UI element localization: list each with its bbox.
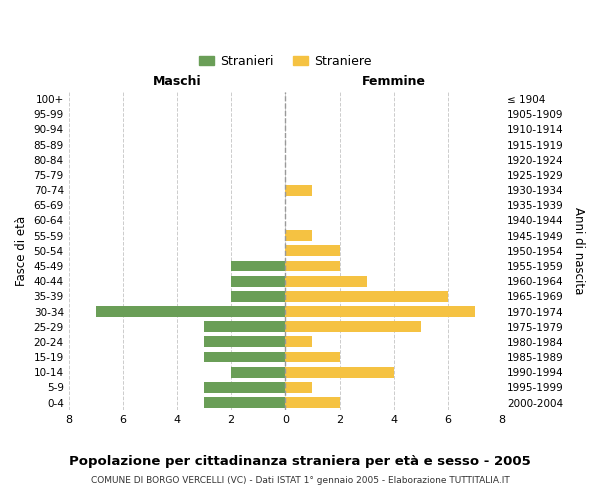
Text: Femmine: Femmine: [362, 76, 426, 88]
Bar: [286, 397, 340, 408]
Y-axis label: Anni di nascita: Anni di nascita: [572, 207, 585, 294]
Bar: [204, 336, 286, 347]
Bar: [286, 184, 313, 196]
Text: Maschi: Maschi: [153, 76, 202, 88]
Bar: [286, 230, 313, 241]
Bar: [286, 306, 475, 317]
Bar: [286, 291, 448, 302]
Legend: Stranieri, Straniere: Stranieri, Straniere: [194, 50, 376, 73]
Bar: [204, 397, 286, 408]
Bar: [286, 260, 340, 272]
Bar: [286, 382, 313, 393]
Text: COMUNE DI BORGO VERCELLI (VC) - Dati ISTAT 1° gennaio 2005 - Elaborazione TUTTIT: COMUNE DI BORGO VERCELLI (VC) - Dati IST…: [91, 476, 509, 485]
Bar: [204, 352, 286, 362]
Bar: [286, 321, 421, 332]
Bar: [286, 276, 367, 286]
Bar: [204, 382, 286, 393]
Y-axis label: Fasce di età: Fasce di età: [15, 216, 28, 286]
Bar: [231, 260, 286, 272]
Bar: [286, 352, 340, 362]
Bar: [204, 321, 286, 332]
Bar: [231, 291, 286, 302]
Bar: [231, 366, 286, 378]
Text: Popolazione per cittadinanza straniera per età e sesso - 2005: Popolazione per cittadinanza straniera p…: [69, 455, 531, 468]
Bar: [231, 276, 286, 286]
Bar: [286, 336, 313, 347]
Bar: [286, 246, 340, 256]
Bar: [96, 306, 286, 317]
Bar: [286, 366, 394, 378]
